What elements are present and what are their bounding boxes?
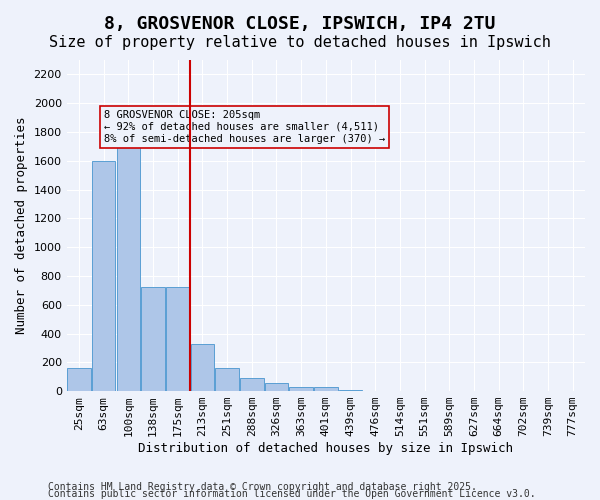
- Bar: [142, 288, 165, 391]
- Y-axis label: Number of detached properties: Number of detached properties: [15, 117, 28, 334]
- Text: Size of property relative to detached houses in Ipswich: Size of property relative to detached ho…: [49, 35, 551, 50]
- Text: Contains public sector information licensed under the Open Government Licence v3: Contains public sector information licen…: [48, 489, 536, 499]
- Bar: [67, 368, 91, 391]
- Bar: [92, 161, 115, 391]
- Text: 8, GROSVENOR CLOSE, IPSWICH, IP4 2TU: 8, GROSVENOR CLOSE, IPSWICH, IP4 2TU: [104, 15, 496, 33]
- Bar: [265, 383, 288, 391]
- Bar: [289, 388, 313, 391]
- Bar: [240, 378, 263, 391]
- Bar: [215, 368, 239, 391]
- Text: Contains HM Land Registry data © Crown copyright and database right 2025.: Contains HM Land Registry data © Crown c…: [48, 482, 477, 492]
- Bar: [191, 344, 214, 391]
- X-axis label: Distribution of detached houses by size in Ipswich: Distribution of detached houses by size …: [139, 442, 514, 455]
- Bar: [314, 388, 338, 391]
- Bar: [116, 132, 140, 391]
- Text: 8 GROSVENOR CLOSE: 205sqm
← 92% of detached houses are smaller (4,511)
8% of sem: 8 GROSVENOR CLOSE: 205sqm ← 92% of detac…: [104, 110, 385, 144]
- Bar: [339, 390, 362, 391]
- Bar: [166, 288, 190, 391]
